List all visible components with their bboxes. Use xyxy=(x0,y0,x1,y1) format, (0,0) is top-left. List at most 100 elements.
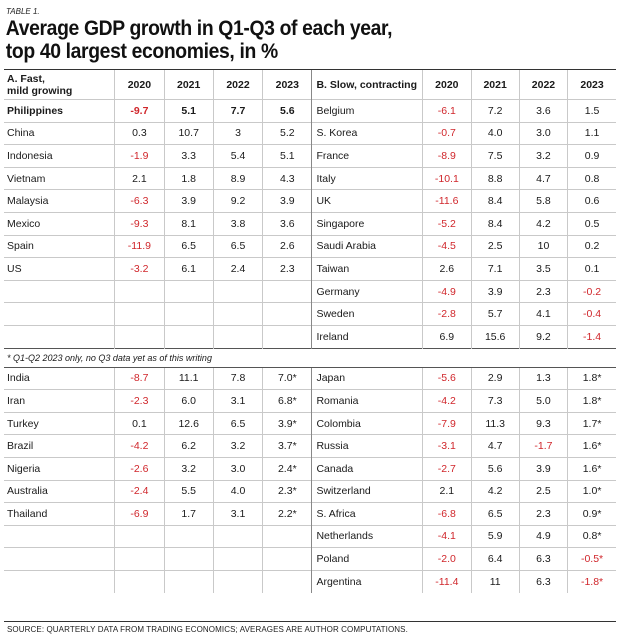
growth-value: 1.0* xyxy=(567,479,616,503)
year-header: 2023 xyxy=(567,69,616,100)
growth-value: 4.7 xyxy=(518,166,568,190)
footnote-row: * Q1-Q2 2023 only, no Q3 data yet as of … xyxy=(4,347,616,368)
growth-value: 1.3 xyxy=(518,366,568,390)
growth-value xyxy=(163,547,214,571)
growth-value: -11.4 xyxy=(422,569,471,593)
growth-value: 5.2 xyxy=(262,121,312,145)
country-name: Canada xyxy=(311,456,423,480)
growth-value: -1.8* xyxy=(567,569,616,593)
growth-value: 5.1 xyxy=(163,99,214,123)
growth-value: 6.4 xyxy=(470,547,520,571)
footnote-text: * Q1-Q2 2023 only, no Q3 data yet as of … xyxy=(4,347,616,368)
growth-value: -0.2 xyxy=(567,279,616,303)
growth-value xyxy=(262,302,312,326)
growth-value xyxy=(262,279,312,303)
growth-value xyxy=(163,324,214,349)
growth-value: 4.7 xyxy=(470,434,520,458)
growth-value: 3.1 xyxy=(212,502,263,526)
growth-value: 5.7 xyxy=(470,302,520,326)
country-name xyxy=(4,302,115,326)
growth-value xyxy=(163,524,214,548)
growth-value: 7.7 xyxy=(212,99,263,123)
growth-value: -6.9 xyxy=(114,502,165,526)
growth-value: 2.4* xyxy=(262,456,312,480)
growth-value: 1.8 xyxy=(163,166,214,190)
year-header: 2020 xyxy=(114,69,165,100)
growth-value: 4.2 xyxy=(518,211,568,236)
year-header: 2022 xyxy=(518,69,568,100)
growth-value: 3.8 xyxy=(212,211,263,236)
growth-value: 7.3 xyxy=(470,389,520,413)
growth-value xyxy=(114,302,165,326)
growth-value: -5.2 xyxy=(422,211,471,236)
country-name: Switzerland xyxy=(311,479,423,503)
growth-value: 6.5 xyxy=(212,411,263,435)
growth-value: -1.4 xyxy=(567,324,616,349)
growth-value: -8.7 xyxy=(114,366,165,390)
group-b-header: B. Slow, contracting xyxy=(311,69,423,100)
growth-value xyxy=(163,279,214,303)
table-row: US -3.2 6.1 2.4 2.3 Taiwan 2.6 7.1 3.5 0.1 xyxy=(4,257,616,281)
growth-value: 5.5 xyxy=(163,479,214,503)
growth-value xyxy=(212,279,263,303)
country-name xyxy=(4,524,115,548)
country-name: Japan xyxy=(311,366,423,390)
growth-value: 2.1 xyxy=(114,166,165,190)
growth-value: 4.1 xyxy=(518,302,568,326)
table-row: India -8.7 11.1 7.8 7.0* Japan -5.6 2.9 1.3 1.8* xyxy=(4,366,616,390)
country-name xyxy=(4,569,115,593)
growth-value: 1.5 xyxy=(567,99,616,123)
growth-value: 3.9 xyxy=(262,189,312,213)
country-name: Saudi Arabia xyxy=(311,234,423,258)
table-row: Sweden -2.8 5.7 4.1 -0.4 xyxy=(4,302,616,326)
table-label: TABLE 1. xyxy=(6,7,40,16)
growth-value: 3.9 xyxy=(518,456,568,480)
growth-value: 0.1 xyxy=(567,257,616,281)
table-row: Brazil -4.2 6.2 3.2 3.7* Russia -3.1 4.7 -1.7 1.6… xyxy=(4,434,616,458)
growth-value: -1.7 xyxy=(518,434,568,458)
growth-value: 7.8 xyxy=(212,366,263,390)
growth-value: 3.2 xyxy=(518,144,568,168)
growth-value: 3.6 xyxy=(262,211,312,236)
growth-value: 3 xyxy=(212,121,263,145)
growth-value: -8.9 xyxy=(422,144,471,168)
growth-value: 0.9* xyxy=(567,502,616,526)
growth-value: -2.6 xyxy=(114,456,165,480)
country-name: S. Africa xyxy=(311,502,423,526)
country-name: Taiwan xyxy=(311,257,423,281)
growth-value: 3.9* xyxy=(262,411,312,435)
country-name: Indonesia xyxy=(4,144,115,168)
growth-value xyxy=(114,524,165,548)
country-name: Mexico xyxy=(4,211,115,236)
growth-value: -1.9 xyxy=(114,144,165,168)
country-name: Australia xyxy=(4,479,115,503)
growth-value: 2.6 xyxy=(422,257,471,281)
growth-value: 6.2 xyxy=(163,434,214,458)
growth-value: 0.2 xyxy=(567,234,616,258)
table-row: Australia -2.4 5.5 4.0 2.3* Switzerland 2.1 4.2… xyxy=(4,479,616,503)
table-row: Spain -11.9 6.5 6.5 2.6 Saudi Arabia -4.5 2.5 10… xyxy=(4,234,616,258)
growth-value: 9.2 xyxy=(518,324,568,349)
country-name xyxy=(4,547,115,571)
table-row: Vietnam 2.1 1.8 8.9 4.3 Italy -10.1 8.8 4.7 0.8 xyxy=(4,166,616,190)
table-row: Netherlands -4.1 5.9 4.9 0.8* xyxy=(4,524,616,548)
growth-value: -4.9 xyxy=(422,279,471,303)
country-name: Turkey xyxy=(4,411,115,435)
growth-value xyxy=(163,302,214,326)
growth-value: 6.1 xyxy=(163,257,214,281)
growth-value: 3.1 xyxy=(212,389,263,413)
growth-value: 4.3 xyxy=(262,166,312,190)
table-row: Mexico -9.3 8.1 3.8 3.6 Singapore -5.2 8.4 4.2 0.… xyxy=(4,211,616,236)
growth-value: -0.7 xyxy=(422,121,471,145)
gdp-growth-table: A. Fast, mild growing 2020 2021 2022 202… xyxy=(4,69,616,593)
table-row: Philippines -9.7 5.1 7.7 5.6 Belgium -6.1 7.2 3.… xyxy=(4,99,616,123)
growth-value: 6.0 xyxy=(163,389,214,413)
table-title-line-1: Average GDP growth in Q1-Q3 of each year… xyxy=(5,16,393,40)
country-name: Thailand xyxy=(4,502,115,526)
growth-value: 0.6 xyxy=(567,189,616,213)
year-header: 2022 xyxy=(212,69,263,100)
growth-value: -4.2 xyxy=(114,434,165,458)
growth-value: 4.0 xyxy=(470,121,520,145)
growth-value: 2.3 xyxy=(518,279,568,303)
